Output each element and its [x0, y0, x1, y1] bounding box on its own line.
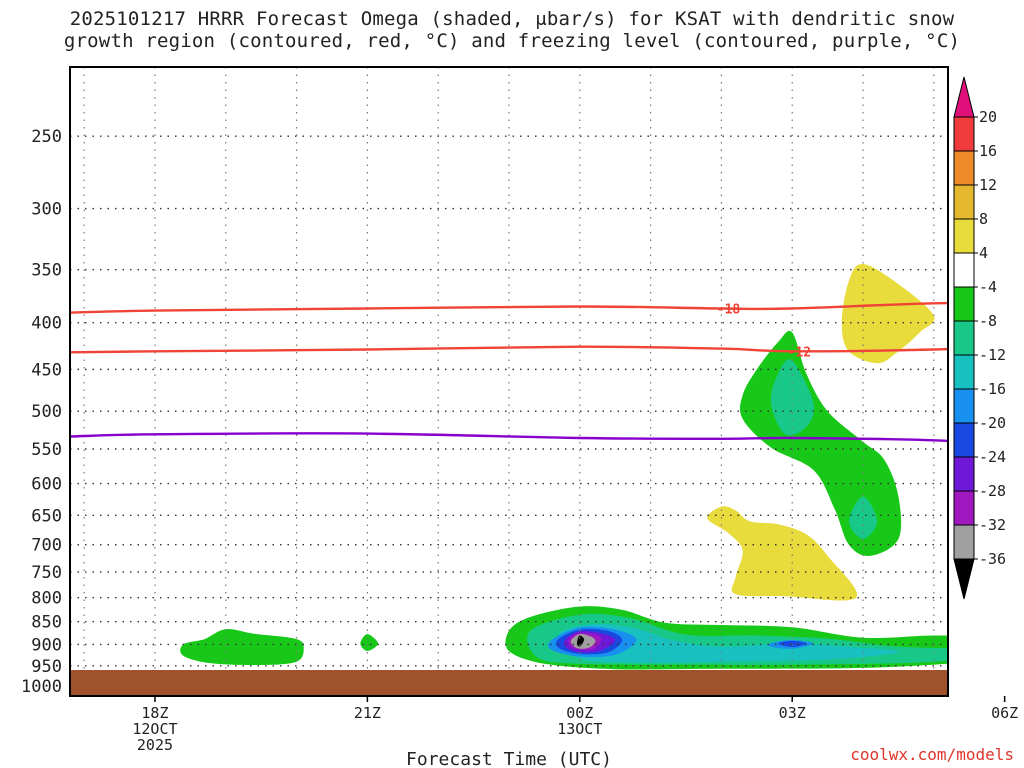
- colorbar-label: -12: [979, 346, 1006, 364]
- colorbar-bin: [953, 320, 975, 356]
- colorbar-bin: [953, 388, 975, 424]
- colorbar-label: -8: [979, 312, 997, 330]
- colorbar-label: -32: [979, 516, 1006, 534]
- time-axis: 18Z12OCT202521Z00Z13OCT03Z06Z09Z: [132, 696, 1018, 754]
- y-tick-label: 900: [31, 635, 62, 655]
- colorbar-bin: [953, 286, 975, 322]
- y-tick-label: 550: [31, 440, 62, 460]
- y-tick-label: 700: [31, 536, 62, 556]
- y-tick-label: 650: [31, 506, 62, 526]
- omega-region-1: [180, 628, 304, 666]
- contour-line-0: [70, 301, 948, 314]
- colorbar-bin: [953, 218, 975, 254]
- x-tick-label: 12OCT: [132, 720, 177, 738]
- y-tick-label: 250: [31, 127, 62, 147]
- colorbar-bin: [953, 456, 975, 492]
- y-tick-label: 600: [31, 475, 62, 495]
- colorbar-top-arrow: [953, 76, 975, 118]
- contour-label: -12: [788, 345, 811, 360]
- chart-title: 2025101217 HRRR Forecast Omega (shaded, …: [0, 8, 1024, 52]
- chart-title-line-2: growth region (contoured, red, °C) and f…: [63, 30, 961, 52]
- y-tick-label: 800: [31, 589, 62, 609]
- y-tick-label: 400: [31, 314, 62, 334]
- pressure-axis: 2503003504004505005506006507007508008509…: [21, 127, 62, 697]
- colorbar-legend: 20 16 12 8 4 -4 -8 -12 -16 -20 -24 -28 -32 -36: [953, 76, 1006, 600]
- colorbar-label: 8: [979, 210, 988, 228]
- y-tick-label: 950: [31, 657, 62, 677]
- x-tick-label: 13OCT: [557, 720, 602, 738]
- colorbar-label: -24: [979, 448, 1006, 466]
- colorbar-bottom-arrow: [953, 558, 975, 600]
- chart-title-line-1: 2025101217 HRRR Forecast Omega (shaded, …: [69, 8, 955, 30]
- x-tick-label: 21Z: [354, 704, 381, 722]
- x-tick-label: 06Z: [991, 704, 1018, 722]
- colorbar-label: -20: [979, 414, 1006, 432]
- plot-frame: [69, 66, 949, 697]
- x-axis-label: Forecast Time (UTC): [406, 749, 612, 768]
- y-tick-label: 1000: [21, 677, 62, 697]
- omega-region-5: [841, 263, 935, 364]
- colorbar-label: -28: [979, 482, 1006, 500]
- omega-region-2: [360, 634, 378, 651]
- colorbar-bin: [953, 422, 975, 458]
- omega-region-9: [558, 623, 900, 663]
- colorbar-label: -36: [979, 550, 1006, 568]
- colorbar-label: 16: [979, 142, 997, 160]
- colorbar-bin: [953, 252, 975, 288]
- y-tick-label: 850: [31, 613, 62, 633]
- colorbar-bin: [953, 150, 975, 186]
- source-credit: coolwx.com/models: [850, 745, 1014, 764]
- ground-surface: [70, 670, 948, 696]
- omega-region-13: [778, 640, 807, 647]
- colorbar-label: -4: [979, 278, 997, 296]
- omega-shading: [180, 263, 948, 670]
- contour-line-2: [70, 432, 948, 443]
- y-tick-label: 300: [31, 200, 62, 220]
- omega-region-4: [707, 506, 858, 601]
- gridlines: [70, 67, 948, 696]
- colorbar-label: -16: [979, 380, 1006, 398]
- omega-region-17: [576, 635, 585, 647]
- contour-label: -18: [717, 303, 741, 318]
- colorbar-bin: [953, 524, 975, 560]
- x-tick-label: 03Z: [779, 704, 806, 722]
- x-tick-label: 00Z: [566, 704, 593, 722]
- colorbar-bin: [953, 184, 975, 220]
- colorbar-bin: [953, 116, 975, 152]
- x-tick-label: 18Z: [141, 704, 168, 722]
- colorbar-bin: [953, 490, 975, 526]
- colorbar-bin: [953, 354, 975, 390]
- colorbar-label: 12: [979, 176, 997, 194]
- x-tick-label: 2025: [137, 736, 173, 754]
- temperature-contours: -18-18-12-120: [70, 301, 948, 443]
- colorbar-label: 4: [979, 244, 988, 262]
- y-tick-label: 350: [31, 261, 62, 281]
- contour-line-1: [70, 345, 948, 354]
- y-tick-label: 500: [31, 402, 62, 422]
- y-tick-label: 450: [31, 360, 62, 380]
- colorbar-label: 20: [979, 108, 997, 126]
- y-tick-label: 750: [31, 563, 62, 583]
